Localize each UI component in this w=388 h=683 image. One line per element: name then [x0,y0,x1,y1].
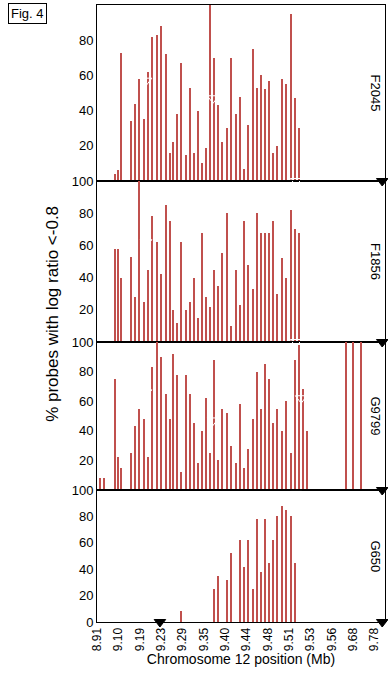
svg-text:20: 20 [79,453,93,468]
svg-text:0: 0 [86,615,93,630]
svg-text:F1856: F1856 [368,243,383,280]
svg-text:9.78: 9.78 [367,627,381,651]
svg-text:60: 60 [79,68,93,83]
svg-text:9.23: 9.23 [154,627,168,651]
svg-text:G9799: G9799 [368,397,383,436]
svg-text:9.68: 9.68 [346,627,360,651]
svg-text:100: 100 [72,483,94,498]
svg-text:40: 40 [79,423,93,438]
svg-text:80: 80 [79,509,93,524]
svg-text:F2045: F2045 [368,75,383,112]
svg-text:80: 80 [79,206,93,221]
svg-text:40: 40 [79,562,93,577]
svg-text:9.53: 9.53 [303,627,317,651]
svg-text:8.91: 8.91 [90,627,104,651]
svg-text:Chromosome 12 position (Mb): Chromosome 12 position (Mb) [147,651,335,667]
svg-text:40: 40 [79,103,93,118]
svg-text:9.51: 9.51 [282,627,296,651]
svg-text:100: 100 [72,174,94,189]
svg-text:9.29: 9.29 [175,627,189,651]
svg-text:20: 20 [79,302,93,317]
svg-text:% probes with log ratio <-0.8: % probes with log ratio <-0.8 [43,206,62,422]
svg-text:80: 80 [79,33,93,48]
svg-text:20: 20 [79,588,93,603]
svg-text:G650: G650 [368,541,383,573]
svg-text:9.48: 9.48 [261,627,275,651]
svg-text:80: 80 [79,364,93,379]
svg-text:40: 40 [79,270,93,285]
svg-text:100: 100 [72,335,94,350]
svg-text:Fig. 4: Fig. 4 [11,6,44,21]
svg-text:9.35: 9.35 [197,627,211,651]
svg-text:20: 20 [79,138,93,153]
svg-text:9.56: 9.56 [325,627,339,651]
svg-text:9.40: 9.40 [218,627,232,651]
svg-text:9.44: 9.44 [239,627,253,651]
svg-text:60: 60 [79,535,93,550]
svg-text:9.10: 9.10 [111,627,125,651]
svg-text:60: 60 [79,394,93,409]
svg-text:9.19: 9.19 [133,627,147,651]
svg-text:60: 60 [79,238,93,253]
